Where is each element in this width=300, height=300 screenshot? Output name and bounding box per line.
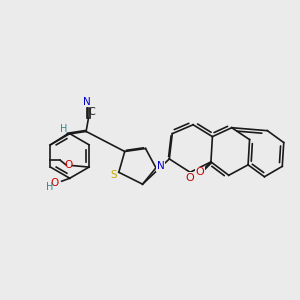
Text: N: N: [83, 97, 91, 107]
Text: H: H: [59, 124, 67, 134]
Text: C: C: [89, 106, 95, 116]
Text: O: O: [196, 167, 204, 177]
Text: H: H: [46, 182, 53, 192]
Text: O: O: [51, 178, 59, 188]
Text: O: O: [186, 172, 194, 183]
Text: S: S: [110, 170, 117, 180]
Text: N: N: [157, 161, 164, 171]
Text: O: O: [65, 160, 73, 170]
